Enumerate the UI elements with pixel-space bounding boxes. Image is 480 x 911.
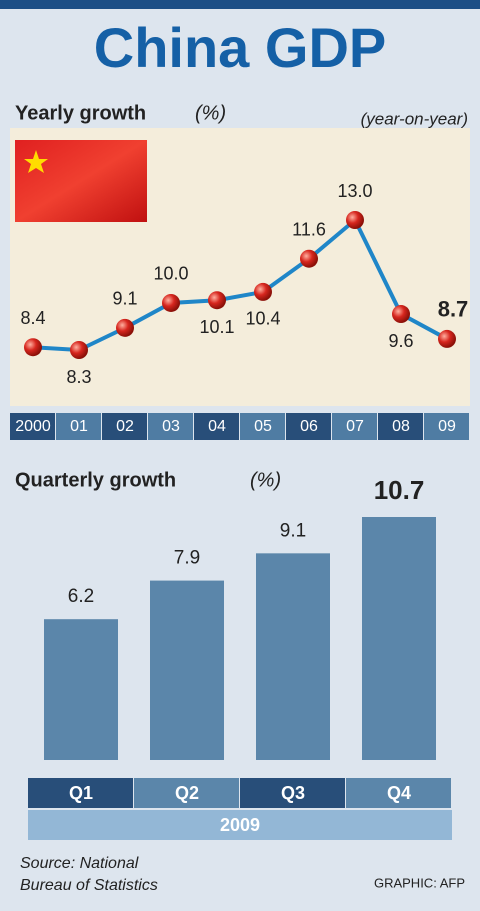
marker — [24, 338, 42, 357]
category-cell — [194, 413, 239, 440]
flag — [15, 140, 147, 222]
category-cell — [134, 778, 239, 808]
marker — [116, 318, 134, 337]
marker — [208, 291, 226, 310]
line — [32, 216, 448, 353]
data-label: 8.4 — [20, 308, 45, 328]
category-cell — [378, 413, 423, 440]
data-label: 8.3 — [66, 367, 91, 387]
bar-title: Quarterly growth — [15, 469, 176, 491]
x-tick-label: 09 — [438, 418, 456, 435]
data-label: 10.4 — [245, 309, 280, 329]
x-tick-label: Q1 — [69, 783, 93, 803]
data-label: 6.2 — [68, 586, 94, 607]
x-tick-label: 05 — [254, 418, 272, 435]
category-cell — [424, 413, 469, 440]
marker — [392, 305, 410, 324]
category-cell — [10, 413, 55, 440]
data-label: 9.1 — [112, 289, 137, 309]
x-tick-label: 02 — [116, 418, 134, 435]
bar — [256, 553, 330, 760]
x-tick-label: 08 — [392, 418, 410, 435]
category-cell — [346, 778, 451, 808]
x-tick-label: 04 — [208, 418, 226, 435]
marker — [70, 341, 88, 359]
x-tick-label: Q2 — [175, 783, 199, 803]
source: Bureau of Statistics — [20, 877, 158, 894]
top-bar — [0, 0, 480, 9]
marker — [300, 249, 318, 268]
data-label: 9.1 — [280, 520, 306, 541]
data-label: 10.7 — [374, 475, 425, 505]
x-tick-label: 03 — [162, 418, 180, 435]
x-tick-label: 2000 — [15, 418, 51, 435]
marker — [162, 293, 180, 312]
category-cell — [148, 413, 193, 440]
data-label: 10.0 — [153, 264, 188, 284]
category-cell — [332, 413, 377, 440]
bar — [44, 619, 118, 760]
category-cell — [240, 413, 285, 440]
title: China GDP — [94, 16, 386, 79]
data-label: 10.1 — [199, 317, 234, 337]
x-tick-label: 01 — [70, 418, 88, 435]
data-label: 9.6 — [388, 331, 413, 351]
category-cell — [102, 413, 147, 440]
bar — [362, 517, 436, 760]
x-tick-label: 06 — [300, 418, 318, 435]
source: Source: National — [20, 855, 139, 872]
line-title: Yearly growth — [15, 102, 146, 124]
x-tick-label: Q3 — [281, 783, 305, 803]
category-cell — [286, 413, 331, 440]
data-label: 8.7 — [438, 297, 469, 322]
line-unit: (%) — [195, 102, 226, 124]
credit: GRAPHIC: AFP — [374, 875, 465, 890]
data-label: 7.9 — [174, 548, 200, 569]
marker — [346, 211, 364, 229]
category-cell — [28, 778, 133, 808]
group-label: 2009 — [220, 815, 260, 835]
line-subtitle: (year-on-year) — [361, 109, 468, 128]
data-label: 11.6 — [292, 219, 326, 239]
bar — [150, 580, 224, 760]
x-tick-label: 07 — [346, 418, 364, 435]
marker — [438, 329, 456, 348]
marker — [254, 282, 272, 301]
category-cell — [56, 413, 101, 440]
x-tick-label: Q4 — [387, 783, 411, 803]
category-cell — [240, 778, 345, 808]
data-label: 13.0 — [337, 181, 372, 201]
group-cell — [28, 810, 452, 840]
bar-unit: (%) — [250, 469, 281, 491]
flag-star — [24, 150, 48, 173]
